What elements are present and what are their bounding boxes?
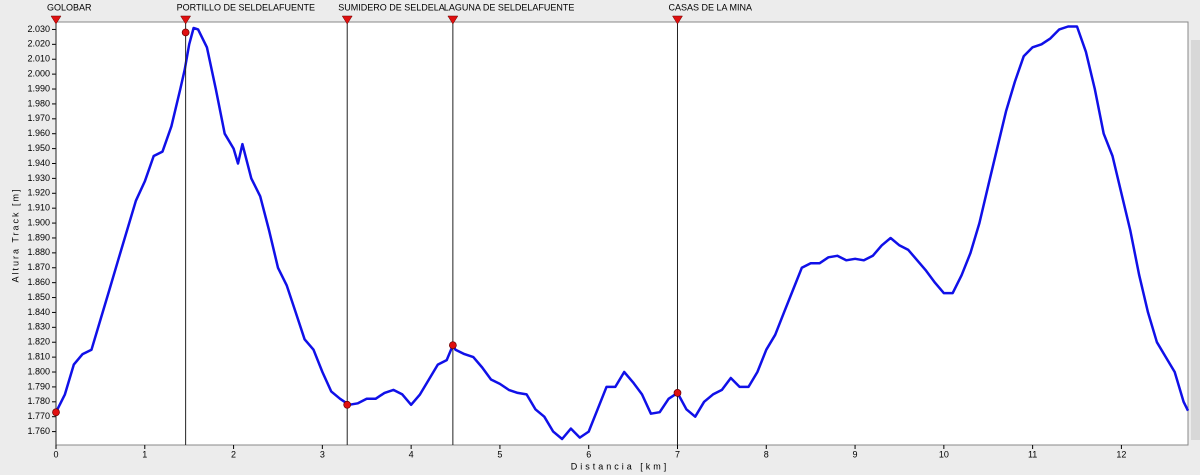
y-tick-label: 1.970 bbox=[27, 113, 50, 123]
x-tick-label: 6 bbox=[586, 449, 591, 459]
plot-area bbox=[55, 21, 1189, 446]
x-tick-label: 9 bbox=[853, 449, 858, 459]
y-tick-label: 2.020 bbox=[27, 39, 50, 49]
y-tick-label: 2.030 bbox=[27, 24, 50, 34]
y-tick-label: 2.000 bbox=[27, 69, 50, 79]
y-tick-label: 1.980 bbox=[27, 98, 50, 108]
y-axis-label: Altura Track [m] bbox=[10, 187, 20, 282]
waypoint-label: PORTILLO DE SELDELAFUENTE bbox=[177, 2, 315, 12]
x-tick-label: 2 bbox=[231, 449, 236, 459]
waypoint-label: LAGUNA DE SELDELAFUENTE bbox=[444, 2, 575, 12]
y-tick-label: 1.930 bbox=[27, 173, 50, 183]
y-tick-label: 1.780 bbox=[27, 396, 50, 406]
x-tick-label: 0 bbox=[53, 449, 58, 459]
y-tick-label: 1.860 bbox=[27, 277, 50, 287]
x-tick-label: 10 bbox=[939, 449, 949, 459]
y-tick-label: 1.910 bbox=[27, 203, 50, 213]
x-tick-label: 7 bbox=[675, 449, 680, 459]
waypoint-marker bbox=[447, 15, 459, 25]
y-tick-label: 1.940 bbox=[27, 158, 50, 168]
y-tick-label: 1.830 bbox=[27, 322, 50, 332]
y-tick-label: 1.790 bbox=[27, 381, 50, 391]
y-tick-label: 1.900 bbox=[27, 217, 50, 227]
x-tick-label: 12 bbox=[1116, 449, 1126, 459]
waypoint-marker bbox=[180, 15, 192, 25]
waypoint-dot bbox=[673, 389, 682, 397]
x-axis-label: Distancia [km] bbox=[571, 461, 670, 471]
x-tick-label: 3 bbox=[320, 449, 325, 459]
y-tick-label: 1.760 bbox=[27, 426, 50, 436]
x-tick-label: 1 bbox=[142, 449, 147, 459]
x-tick-label: 5 bbox=[497, 449, 502, 459]
waypoint-label: CASAS DE LA MINA bbox=[668, 2, 752, 12]
elevation-line bbox=[54, 25, 1190, 441]
waypoint-marker bbox=[672, 15, 683, 25]
waypoint-dot bbox=[343, 400, 352, 409]
y-tick-label: 1.800 bbox=[27, 366, 50, 376]
waypoint-marker bbox=[50, 15, 62, 25]
y-tick-label: 1.820 bbox=[27, 337, 50, 347]
y-tick-label: 1.890 bbox=[27, 232, 50, 242]
y-tick-label: 1.870 bbox=[27, 262, 50, 272]
x-tick-label: 11 bbox=[1028, 449, 1037, 459]
waypoint-dot bbox=[52, 408, 60, 417]
waypoint-label: GOLOBAR bbox=[47, 2, 92, 12]
waypoint-dot bbox=[181, 28, 190, 37]
waypoint-label: SUMIDERO DE SELDELA bbox=[338, 2, 445, 12]
y-tick-label: 1.880 bbox=[27, 247, 50, 257]
side-strip bbox=[1191, 40, 1200, 440]
y-tick-label: 1.770 bbox=[27, 411, 50, 421]
waypoint-dot bbox=[449, 341, 457, 350]
y-tick-label: 1.990 bbox=[27, 83, 50, 93]
y-tick-label: 1.840 bbox=[27, 307, 50, 317]
y-tick-label: 1.950 bbox=[27, 143, 50, 153]
y-tick-label: 1.850 bbox=[27, 292, 50, 302]
y-tick-label: 1.960 bbox=[27, 128, 50, 138]
waypoint-marker bbox=[341, 15, 353, 25]
x-tick-label: 8 bbox=[764, 449, 769, 459]
y-tick-label: 2.010 bbox=[27, 54, 50, 64]
x-tick-label: 4 bbox=[409, 449, 414, 459]
y-tick-label: 1.810 bbox=[27, 351, 50, 361]
y-tick-label: 1.920 bbox=[27, 188, 50, 198]
